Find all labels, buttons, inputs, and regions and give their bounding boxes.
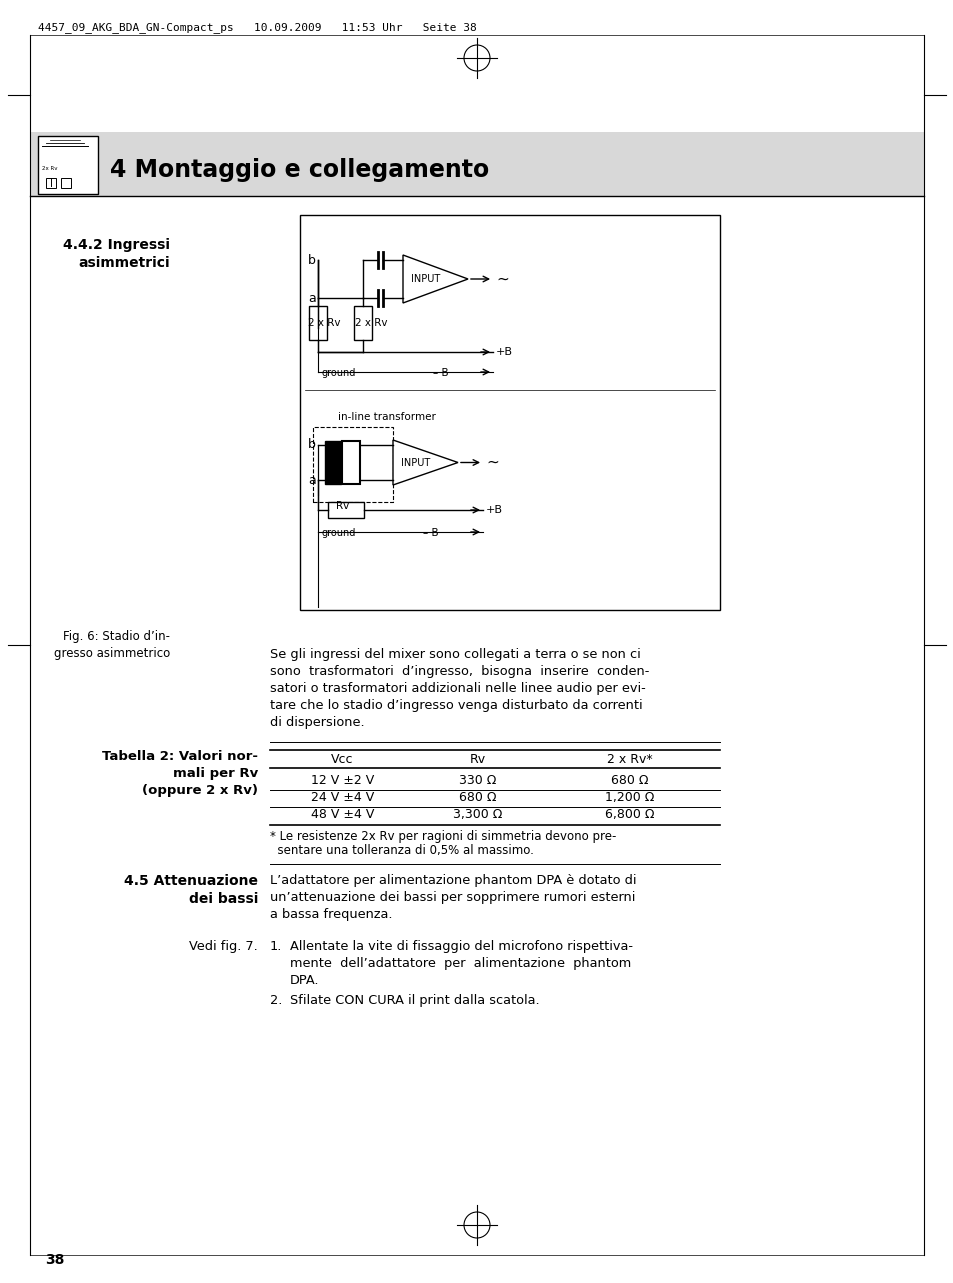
Text: Rv: Rv: [469, 753, 485, 766]
Text: +B: +B: [496, 346, 513, 357]
Text: +B: +B: [485, 506, 502, 514]
Text: 4.4.2 Ingressi: 4.4.2 Ingressi: [63, 239, 170, 251]
Text: 330 Ω: 330 Ω: [458, 774, 496, 786]
Text: 4457_09_AKG_BDA_GN-Compact_ps   10.09.2009   11:53 Uhr   Seite 38: 4457_09_AKG_BDA_GN-Compact_ps 10.09.2009…: [38, 22, 476, 33]
Bar: [299, 216, 720, 609]
Text: Vedi fig. 7.: Vedi fig. 7.: [189, 940, 257, 953]
Text: dei bassi: dei bassi: [189, 892, 257, 906]
Text: 2 x Rv*: 2 x Rv*: [606, 753, 652, 766]
Text: a: a: [308, 291, 315, 304]
Bar: [46, 178, 56, 189]
Text: * Le resistenze 2x Rv per ragioni di simmetria devono pre-: * Le resistenze 2x Rv per ragioni di sim…: [270, 830, 616, 843]
Bar: [309, 307, 327, 340]
Text: gresso asimmetrico: gresso asimmetrico: [53, 647, 170, 659]
Bar: [325, 441, 340, 484]
Bar: [354, 307, 372, 340]
Text: 4.5 Attenuazione: 4.5 Attenuazione: [124, 874, 257, 888]
Text: 1,200 Ω: 1,200 Ω: [604, 792, 654, 804]
Text: 12 V ±2 V: 12 V ±2 V: [311, 774, 374, 786]
Text: Vcc: Vcc: [331, 753, 354, 766]
Text: ground: ground: [322, 368, 356, 378]
Text: un’attenuazione dei bassi per sopprimere rumori esterni: un’attenuazione dei bassi per sopprimere…: [270, 890, 635, 905]
Text: ground: ground: [322, 529, 356, 538]
Text: 2 x Rv: 2 x Rv: [355, 318, 387, 328]
Text: L’adattatore per alimentazione phantom DPA è dotato di: L’adattatore per alimentazione phantom D…: [270, 874, 636, 887]
Polygon shape: [402, 255, 468, 303]
Text: INPUT: INPUT: [400, 458, 430, 467]
Text: 680 Ω: 680 Ω: [458, 792, 496, 804]
Text: satori o trasformatori addizionali nelle linee audio per evi-: satori o trasformatori addizionali nelle…: [270, 683, 645, 695]
Text: ~: ~: [485, 455, 498, 470]
Text: b: b: [308, 254, 315, 267]
Text: 24 V ±4 V: 24 V ±4 V: [311, 792, 374, 804]
Text: 38: 38: [45, 1253, 64, 1268]
Text: Sfilate CON CURA il print dalla scatola.: Sfilate CON CURA il print dalla scatola.: [290, 994, 539, 1007]
Text: 3,300 Ω: 3,300 Ω: [453, 808, 501, 821]
Text: asimmetrici: asimmetrici: [78, 257, 170, 269]
Text: 48 V ±4 V: 48 V ±4 V: [311, 808, 374, 821]
Text: ~: ~: [496, 272, 508, 286]
Bar: [38, 136, 98, 194]
Text: b: b: [308, 439, 315, 452]
Text: mali per Rv: mali per Rv: [172, 767, 257, 780]
Text: INPUT: INPUT: [411, 275, 439, 284]
Text: – B: – B: [433, 368, 448, 378]
Text: – B: – B: [422, 529, 438, 538]
Text: 2.: 2.: [270, 994, 282, 1007]
Text: a bassa frequenza.: a bassa frequenza.: [270, 908, 392, 921]
Text: Rv: Rv: [336, 500, 349, 511]
Bar: [328, 502, 364, 518]
Text: 1.: 1.: [270, 940, 282, 953]
Text: (oppure 2 x Rv): (oppure 2 x Rv): [142, 784, 257, 797]
Text: in-line transformer: in-line transformer: [337, 412, 436, 422]
Text: sono  trasformatori  d’ingresso,  bisogna  inserire  conden-: sono trasformatori d’ingresso, bisogna i…: [270, 665, 649, 677]
Bar: [30, 132, 923, 196]
Text: Allentate la vite di fissaggio del microfono rispettiva-: Allentate la vite di fissaggio del micro…: [290, 940, 633, 953]
Bar: [341, 441, 359, 484]
Text: Tabella 2: Valori nor-: Tabella 2: Valori nor-: [102, 751, 257, 763]
Text: tare che lo stadio d’ingresso venga disturbato da correnti: tare che lo stadio d’ingresso venga dist…: [270, 699, 642, 712]
Text: 4 Montaggio e collegamento: 4 Montaggio e collegamento: [110, 158, 489, 182]
Polygon shape: [393, 440, 457, 485]
Text: 2 x Rv: 2 x Rv: [308, 318, 340, 328]
Text: sentare una tolleranza di 0,5% al massimo.: sentare una tolleranza di 0,5% al massim…: [270, 844, 534, 857]
Text: a: a: [308, 473, 315, 486]
Text: DPA.: DPA.: [290, 974, 319, 987]
Text: 680 Ω: 680 Ω: [611, 774, 648, 786]
Text: Fig. 6: Stadio d’in-: Fig. 6: Stadio d’in-: [63, 630, 170, 643]
Text: mente  dell’adattatore  per  alimentazione  phantom: mente dell’adattatore per alimentazione …: [290, 957, 631, 970]
Text: di dispersione.: di dispersione.: [270, 716, 364, 729]
Bar: [313, 427, 393, 502]
Text: Se gli ingressi del mixer sono collegati a terra o se non ci: Se gli ingressi del mixer sono collegati…: [270, 648, 640, 661]
Bar: [61, 178, 71, 189]
Text: 6,800 Ω: 6,800 Ω: [604, 808, 654, 821]
Text: 2x Rv: 2x Rv: [42, 166, 57, 171]
